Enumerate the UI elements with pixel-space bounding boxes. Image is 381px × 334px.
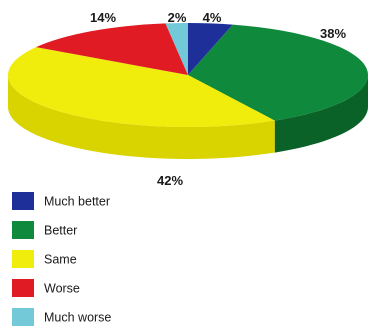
pie-labels: 4% 38% 42% 14% 2% <box>90 10 346 188</box>
pie-slice-much-worse <box>165 23 188 75</box>
legend: Much better Better Same Worse Much worse <box>12 192 111 326</box>
legend-label-much-better: Much better <box>44 195 110 209</box>
legend-swatch-better <box>12 221 34 239</box>
data-label-better: 38% <box>320 26 346 41</box>
data-label-worse: 14% <box>90 10 116 25</box>
pie-slice-better <box>188 24 369 121</box>
data-label-same: 42% <box>157 173 183 188</box>
pie-slice-same <box>7 47 275 128</box>
legend-swatch-much-worse <box>12 308 34 326</box>
legend-label-worse: Worse <box>44 282 80 296</box>
pie-sides <box>8 75 368 159</box>
legend-label-same: Same <box>44 253 77 267</box>
legend-swatch-much-better <box>12 192 34 210</box>
pie-tops <box>7 22 369 128</box>
legend-label-much-worse: Much worse <box>44 311 111 325</box>
legend-swatch-same <box>12 250 34 268</box>
pie-side-better <box>274 75 368 153</box>
data-label-much-better: 4% <box>203 10 222 25</box>
pie-side-same <box>8 75 275 159</box>
legend-swatch-worse <box>12 279 34 297</box>
pie-slice-worse <box>36 23 188 75</box>
legend-label-better: Better <box>44 224 77 238</box>
data-label-much-worse: 2% <box>168 10 187 25</box>
pie-slice-much-better <box>188 22 233 75</box>
